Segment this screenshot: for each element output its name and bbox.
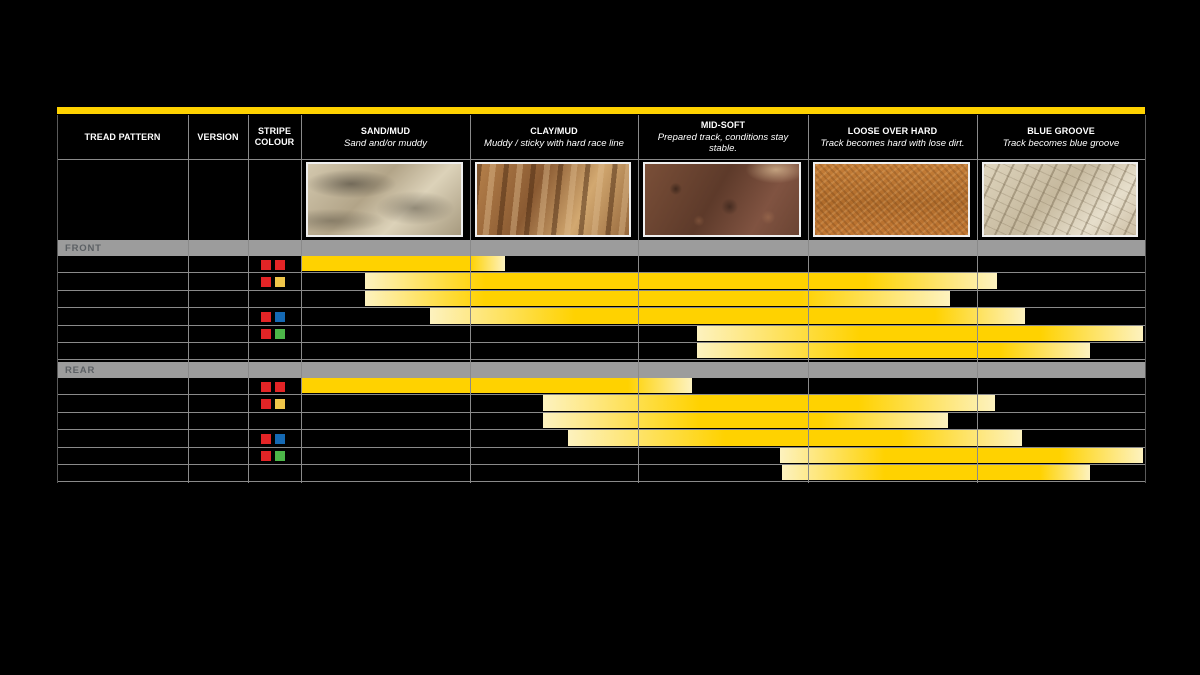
suitability-bar: [697, 325, 1143, 341]
stripe-swatch-yellow: [275, 398, 285, 409]
column-title: LOOSE OVER HARD: [847, 125, 938, 136]
column-title: MID-SOFT: [700, 120, 746, 130]
suitability-bar: [365, 273, 997, 289]
tyre-row: [57, 308, 1145, 326]
grid-vline: [248, 115, 249, 483]
grid-vline: [977, 115, 978, 483]
suitability-bar: [543, 395, 995, 411]
grid-vline: [301, 115, 302, 483]
column-header-mid-soft: MID-SOFT Prepared track, conditions stay …: [638, 115, 808, 159]
stripe-swatch-red: [261, 259, 271, 270]
grid-vline: [1145, 115, 1146, 483]
column-subtitle: Prepared track, conditions stay stable.: [657, 132, 789, 154]
stripe-colour-swatches: [261, 311, 285, 322]
tyre-row: [57, 273, 1145, 291]
suitability-bar: [301, 378, 692, 394]
stripe-swatch-red: [261, 398, 271, 409]
stripe-swatch-green: [275, 451, 285, 462]
tyre-row: [57, 447, 1145, 465]
tyre-row: [57, 412, 1145, 431]
terrain-photo-row: [57, 159, 1145, 240]
stripe-swatch-red: [261, 381, 271, 392]
stripe-swatch-red: [275, 259, 285, 270]
column-title: STRIPE COLOUR: [254, 126, 295, 147]
tyre-table: TREAD PATTERN VERSION STRIPE COLOUR SAND/MU…: [57, 107, 1146, 487]
clay-terrain-photo: [475, 162, 631, 237]
bluegroove-terrain-photo: [982, 162, 1138, 237]
grid-vline: [638, 115, 639, 483]
column-header-blue-groove: BLUE GROOVE Track becomes blue groove: [977, 115, 1145, 159]
loose-terrain-photo: [813, 162, 970, 237]
tyre-row: [57, 325, 1145, 343]
stripe-colour-swatches: [261, 398, 285, 409]
stripe-swatch-yellow: [275, 276, 285, 287]
column-header-version: VERSION: [188, 115, 248, 159]
suitability-bar: [780, 447, 1143, 463]
column-title: TREAD PATTERN: [84, 131, 161, 142]
header-row: TREAD PATTERN VERSION STRIPE COLOUR SAND/MU…: [57, 115, 1145, 160]
tyre-row: [57, 395, 1145, 413]
midsoft-terrain-photo: [643, 162, 801, 237]
grid-vline: [188, 115, 189, 483]
column-header-sand-mud: SAND/MUD Sand and/or muddy: [301, 115, 470, 159]
section-bar-front: FRONT: [57, 240, 1145, 256]
column-subtitle: Muddy / sticky with hard race line: [484, 137, 624, 149]
stripe-colour-swatches: [261, 451, 285, 462]
column-subtitle: Track becomes hard with lose dirt.: [820, 137, 965, 149]
tyre-row: [57, 465, 1145, 483]
stripe-swatch-blue: [275, 433, 285, 444]
column-title: VERSION: [197, 131, 239, 142]
stripe-swatch-red: [261, 451, 271, 462]
tyre-row: [57, 343, 1145, 361]
sand-terrain-photo: [306, 162, 463, 237]
stripe-colour-swatches: [261, 329, 285, 340]
suitability-bar: [430, 308, 1025, 324]
stripe-swatch-red: [261, 433, 271, 444]
column-header-loose-over-hard: LOOSE OVER HARD Track becomes hard with l…: [808, 115, 977, 159]
tyre-row: [57, 430, 1145, 448]
grid-vline: [470, 115, 471, 483]
stripe-colour-swatches: [261, 433, 285, 444]
tyre-row: [57, 378, 1145, 396]
stripe-swatch-red: [275, 381, 285, 392]
column-subtitle: Sand and/or muddy: [344, 137, 427, 149]
suitability-bar: [697, 343, 1090, 359]
column-subtitle: Track becomes blue groove: [1002, 137, 1120, 149]
tyre-row: [57, 290, 1145, 309]
suitability-bar: [568, 430, 1022, 446]
stripe-colour-swatches: [261, 381, 285, 392]
column-title: SAND/MUD: [360, 125, 411, 136]
stripe-colour-swatches: [261, 276, 285, 287]
stripe-swatch-blue: [275, 311, 285, 322]
suitability-bar: [301, 256, 505, 272]
stripe-swatch-red: [261, 276, 271, 287]
top-accent-bar: [57, 107, 1145, 114]
grid-vline: [57, 115, 58, 483]
column-header-stripe-colour: STRIPE COLOUR: [248, 115, 301, 159]
grid-vline: [808, 115, 809, 483]
suitability-bar: [365, 290, 950, 307]
stripe-swatch-green: [275, 329, 285, 340]
column-header-clay-mud: CLAY/MUD Muddy / sticky with hard race li…: [470, 115, 638, 159]
suitability-bar: [543, 412, 948, 429]
stripe-colour-swatches: [261, 259, 285, 270]
column-header-tread-pattern: TREAD PATTERN: [57, 115, 188, 159]
column-title: CLAY/MUD: [530, 125, 578, 136]
stripe-swatch-red: [261, 329, 271, 340]
stripe-swatch-red: [261, 311, 271, 322]
column-title: BLUE GROOVE: [1027, 125, 1095, 136]
tyre-row: [57, 256, 1145, 274]
suitability-bar: [782, 465, 1090, 481]
section-bar-rear: REAR: [57, 362, 1145, 378]
